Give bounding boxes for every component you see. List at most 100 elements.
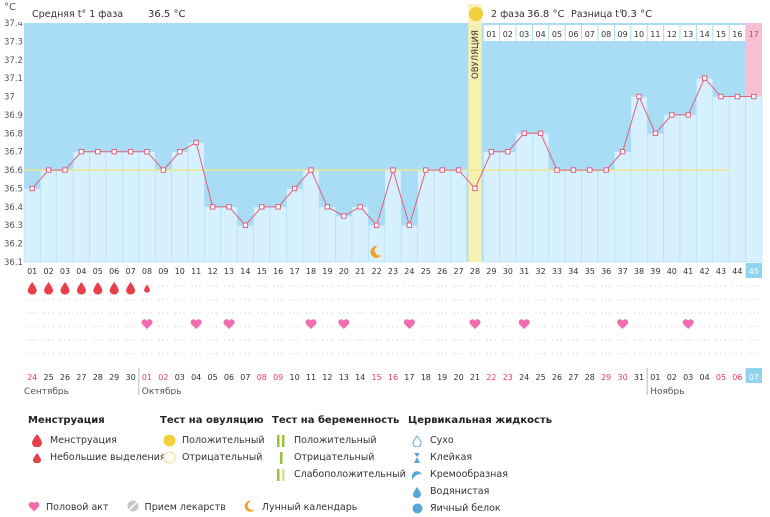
legend-item: Яичный белок bbox=[408, 500, 552, 517]
grid-dot bbox=[231, 285, 234, 287]
legend-title: Цервикальная жидкость bbox=[408, 415, 553, 426]
grid-dot bbox=[666, 285, 669, 287]
grid-dot bbox=[35, 285, 37, 287]
grid-dot bbox=[326, 298, 329, 301]
grid-dot bbox=[330, 352, 333, 355]
temperature-point bbox=[423, 167, 429, 173]
grid-dot bbox=[576, 339, 579, 341]
grid-dot bbox=[601, 298, 603, 301]
grid-dot bbox=[502, 352, 505, 355]
temperature-bar bbox=[450, 169, 468, 263]
grid-dot bbox=[457, 352, 460, 355]
grid-dot bbox=[756, 339, 759, 341]
grid-dot bbox=[338, 298, 341, 301]
grid-dot bbox=[539, 312, 542, 314]
grid-dot bbox=[719, 352, 722, 355]
temperature-bar bbox=[105, 151, 123, 263]
grid-dot bbox=[633, 298, 636, 301]
grid-dot bbox=[342, 298, 345, 301]
grid-dot bbox=[559, 312, 562, 314]
grid-dot bbox=[63, 352, 66, 355]
grid-dot bbox=[395, 339, 398, 341]
grid-dot bbox=[490, 325, 493, 328]
phase2-day-cell bbox=[516, 25, 532, 41]
grid-dot bbox=[637, 298, 640, 301]
cycle-day-label: 24 bbox=[404, 267, 414, 276]
temperature-bar bbox=[581, 169, 599, 263]
calendar-date-label: 24 bbox=[27, 373, 37, 382]
grid-dot bbox=[227, 298, 230, 301]
grid-dot bbox=[732, 339, 735, 341]
header-bar: Средняя t° 1 фаза 36.5 °C 2 фаза 36.8 °C… bbox=[18, 4, 769, 22]
grid-dot bbox=[486, 285, 489, 287]
grid-dot bbox=[174, 339, 177, 341]
grid-dot bbox=[637, 339, 640, 341]
phase1-label: Средняя t° 1 фаза bbox=[32, 9, 123, 20]
grid-dot bbox=[47, 352, 50, 355]
cycle-day-label: 42 bbox=[700, 267, 710, 276]
grid-dot bbox=[244, 298, 247, 301]
grid-dot bbox=[457, 298, 460, 301]
plot-bars bbox=[23, 23, 763, 263]
grid-dot bbox=[699, 325, 702, 328]
grid-dot bbox=[162, 312, 165, 314]
menstruation-drop-icon bbox=[126, 282, 136, 295]
menstruation-drop-icon bbox=[27, 282, 37, 295]
grid-dot bbox=[100, 339, 103, 341]
grid-dot bbox=[748, 339, 751, 341]
grid-dot bbox=[223, 298, 226, 301]
grid-dot bbox=[244, 339, 247, 341]
grid-dot bbox=[732, 312, 735, 314]
phase2-day-label: 16 bbox=[732, 30, 742, 39]
cycle-day-label: 35 bbox=[585, 267, 595, 276]
grid-dot bbox=[199, 285, 201, 287]
grid-dot bbox=[568, 352, 571, 355]
grid-dot bbox=[248, 325, 251, 328]
grid-dot bbox=[473, 339, 476, 341]
grid-dot bbox=[477, 339, 480, 341]
grid-dot bbox=[158, 285, 161, 287]
grid-dot bbox=[195, 352, 197, 355]
phase2-day-cell bbox=[532, 25, 549, 41]
grid-dot bbox=[371, 352, 374, 355]
grid-dot bbox=[633, 352, 636, 355]
diff-value: 0.3 °C bbox=[621, 9, 652, 20]
grid-dot bbox=[723, 325, 726, 328]
grid-dot bbox=[330, 325, 333, 328]
temperature-point bbox=[242, 222, 249, 228]
grid-dot bbox=[346, 298, 349, 301]
grid-dot bbox=[264, 312, 267, 314]
grid-dot bbox=[379, 325, 382, 328]
grid-dot bbox=[568, 285, 571, 287]
grid-dot bbox=[281, 298, 283, 301]
grid-dot bbox=[59, 298, 62, 301]
grid-dot bbox=[473, 312, 476, 314]
y-tick-label: 37.3 bbox=[4, 37, 23, 47]
cycle-day-label: 32 bbox=[536, 267, 546, 276]
grid-dot bbox=[469, 312, 472, 314]
cycle-day-label: 01 bbox=[27, 267, 37, 276]
grid-dot bbox=[264, 298, 267, 301]
grid-dot bbox=[281, 325, 283, 328]
grid-dot bbox=[342, 352, 345, 355]
cycle-day-label: 15 bbox=[257, 267, 267, 276]
grid-dot bbox=[699, 352, 702, 355]
temperature-bar bbox=[122, 151, 140, 263]
temperature-point bbox=[455, 167, 462, 173]
grid-dot bbox=[723, 298, 726, 301]
grid-dot bbox=[707, 325, 710, 328]
grid-dot bbox=[535, 325, 538, 328]
grid-dot bbox=[539, 285, 542, 287]
temperature-bar bbox=[384, 169, 402, 263]
grid-dot bbox=[100, 352, 103, 355]
calendar-date-label: 07 bbox=[240, 373, 250, 382]
grid-dot bbox=[494, 325, 497, 328]
grid-dot bbox=[80, 325, 83, 328]
grid-dot bbox=[555, 339, 558, 341]
grid-dot bbox=[625, 312, 628, 314]
cycle-day-label: 05 bbox=[93, 267, 103, 276]
grid-dot bbox=[469, 339, 472, 341]
grid-dot bbox=[96, 339, 99, 341]
grid-dot bbox=[117, 285, 119, 287]
grid-dot bbox=[141, 298, 144, 301]
